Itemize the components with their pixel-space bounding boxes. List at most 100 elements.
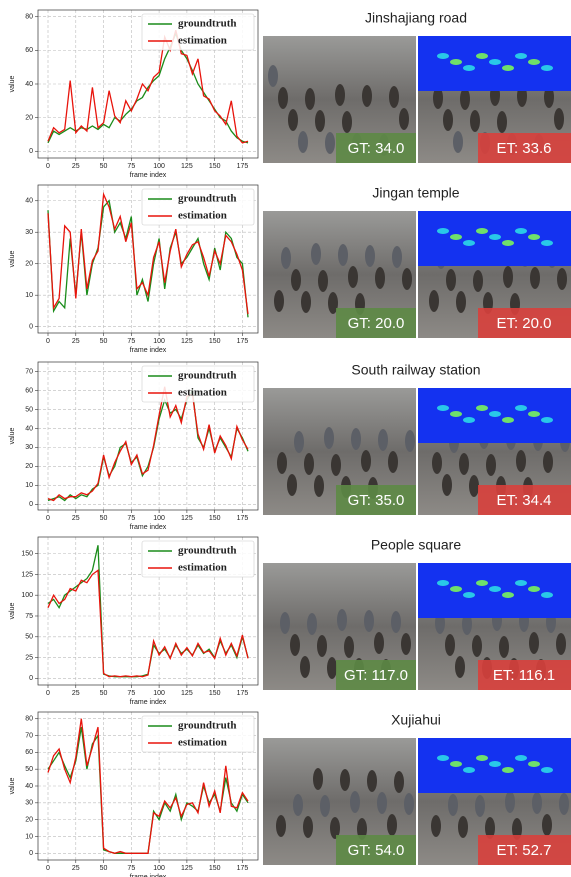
series-line [47,30,249,144]
person [460,88,470,110]
person [459,453,469,475]
person [557,268,567,290]
person [554,108,564,130]
x-tick-label: 50 [100,515,108,522]
x-tick-label: 100 [153,338,165,345]
person [389,86,399,108]
person [268,65,278,87]
legend-label: estimation [178,35,227,47]
plot-frame [37,184,259,334]
person [291,269,301,291]
density-blob [437,228,449,234]
x-tick-label: 75 [127,865,135,872]
person [469,475,479,497]
y-tick-label: 25 [25,654,33,661]
density-blob [541,65,553,71]
person [335,84,345,106]
person [301,291,311,313]
person [378,429,388,451]
density-blob [502,65,514,71]
gt-label: GT: 35.0 [348,492,405,509]
person [375,267,385,289]
person [486,454,496,476]
et-label: ET: 20.0 [496,315,551,332]
density-blob [476,580,488,586]
x-tick-label: 150 [209,163,221,170]
person [294,431,304,453]
x-tick-label: 50 [100,690,108,697]
density-blob [476,405,488,411]
et-label: ET: 33.6 [496,140,551,157]
legend-label: groundtruth [178,193,236,205]
person [317,635,327,657]
density-blob [528,761,540,767]
x-tick-label: 125 [181,865,193,872]
y-tick-label: 0 [29,850,33,857]
person [559,793,569,815]
density-blob [528,411,540,417]
y-tick-label: 0 [29,324,33,331]
x-tick-label: 50 [100,865,108,872]
person [288,109,298,131]
person [404,793,414,815]
density-blob [450,411,462,417]
person [337,609,347,631]
person [448,794,458,816]
series-line [47,569,249,678]
plot-frame [37,9,259,159]
density-blob [515,580,527,586]
y-tick-label: 30 [25,229,33,236]
person [320,795,330,817]
density-blob [502,240,514,246]
x-tick-label: 100 [153,865,165,872]
person [387,814,397,836]
et-box [478,485,571,515]
person [328,292,338,314]
y-tick-label: 80 [25,716,33,723]
person [367,770,377,792]
x-tick-label: 0 [46,865,50,872]
y-tick-label: 50 [25,634,33,641]
plot-frame [37,711,259,861]
person [392,246,402,268]
x-tick-label: 0 [46,690,50,697]
legend-label: estimation [178,210,227,222]
person [314,475,324,497]
panel-title: Jingan temple [372,185,459,201]
x-tick-label: 0 [46,163,50,170]
gt-box [336,485,416,515]
x-tick-label: 150 [209,515,221,522]
y-tick-label: 60 [25,749,33,756]
density-blob [450,59,462,65]
density-blob [450,761,462,767]
person [505,791,515,813]
x-tick-label: 125 [181,338,193,345]
y-tick-label: 40 [25,198,33,205]
y-axis-label: value [9,603,16,620]
x-axis-label: frame index [130,874,167,877]
y-tick-label: 10 [25,833,33,840]
y-tick-label: 30 [25,800,33,807]
density-blob [463,240,475,246]
y-tick-label: 40 [25,783,33,790]
person [499,636,509,658]
person [287,474,297,496]
person [399,108,409,130]
person [455,656,465,678]
legend-label: groundtruth [178,18,236,30]
person [340,769,350,791]
person [394,771,404,793]
y-tick-label: 40 [25,425,33,432]
person [327,657,337,679]
y-axis-label: value [9,76,16,93]
density-blob [515,405,527,411]
x-tick-label: 175 [237,865,249,872]
density-blob [528,59,540,65]
person [338,244,348,266]
x-tick-label: 175 [237,690,249,697]
person [311,243,321,265]
person [278,87,288,109]
person [276,815,286,837]
x-tick-label: 0 [46,338,50,345]
person [503,266,513,288]
